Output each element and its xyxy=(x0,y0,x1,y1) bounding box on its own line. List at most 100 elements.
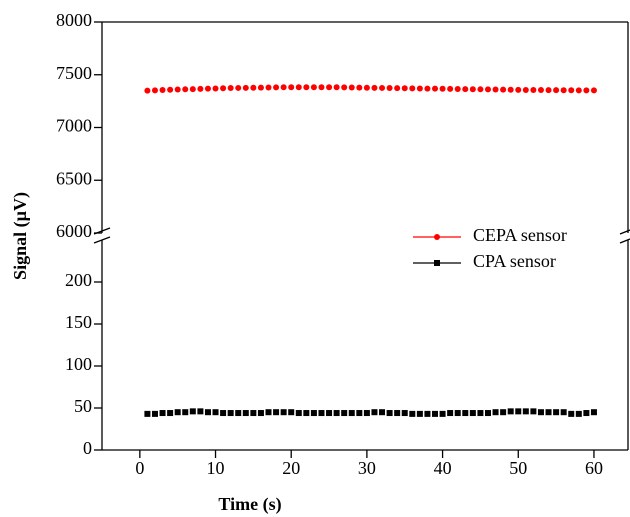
data-point xyxy=(333,410,340,417)
data-point xyxy=(250,84,257,91)
data-point xyxy=(371,409,378,416)
data-point xyxy=(242,410,249,417)
y-tick-label: 50 xyxy=(74,396,92,416)
data-point xyxy=(560,87,567,94)
data-point xyxy=(575,410,582,417)
y-tick-label: 6500 xyxy=(56,168,92,188)
x-tick-label: 10 xyxy=(207,458,225,478)
data-point xyxy=(204,409,211,416)
data-point xyxy=(204,85,211,92)
data-point xyxy=(568,87,575,94)
data-point xyxy=(522,86,529,93)
legend-label: CPA sensor xyxy=(473,251,556,271)
data-point xyxy=(454,85,461,92)
data-point xyxy=(447,85,454,92)
data-point xyxy=(409,410,416,417)
data-point xyxy=(500,409,507,416)
data-point xyxy=(303,410,310,417)
data-point xyxy=(424,85,431,92)
data-point xyxy=(477,86,484,93)
data-point xyxy=(310,410,317,417)
data-point xyxy=(575,87,582,94)
data-point xyxy=(530,87,537,94)
data-point xyxy=(553,409,560,416)
data-point xyxy=(484,86,491,93)
data-point xyxy=(182,86,189,93)
data-point xyxy=(568,410,575,417)
data-point xyxy=(310,84,317,91)
data-point xyxy=(257,84,264,91)
data-point xyxy=(318,84,325,91)
data-point xyxy=(401,410,408,417)
data-point xyxy=(318,410,325,417)
legend-marker xyxy=(434,260,440,266)
data-point xyxy=(462,410,469,417)
legend-marker xyxy=(434,234,440,240)
data-point xyxy=(515,408,522,415)
data-point xyxy=(537,87,544,94)
data-point xyxy=(326,84,333,91)
data-point xyxy=(553,87,560,94)
frame xyxy=(93,21,630,451)
data-point xyxy=(220,85,227,92)
data-point xyxy=(144,410,151,417)
data-point xyxy=(151,410,158,417)
data-point xyxy=(220,410,227,417)
y-tick-label: 7000 xyxy=(56,116,92,136)
x-tick-label: 60 xyxy=(585,458,603,478)
data-point xyxy=(439,410,446,417)
data-point xyxy=(363,410,370,417)
data-point xyxy=(545,409,552,416)
data-point xyxy=(515,86,522,93)
data-point xyxy=(379,84,386,91)
data-point xyxy=(537,409,544,416)
data-point xyxy=(159,87,166,94)
data-point xyxy=(386,410,393,417)
data-point xyxy=(379,409,386,416)
y-tick-label: 0 xyxy=(83,438,92,458)
data-point xyxy=(416,85,423,92)
x-axis-label: Time (s) xyxy=(218,494,281,515)
data-point xyxy=(167,410,174,417)
data-point xyxy=(189,86,196,93)
data-point xyxy=(235,84,242,91)
data-point xyxy=(257,410,264,417)
data-point xyxy=(469,86,476,93)
data-point xyxy=(416,410,423,417)
data-point xyxy=(477,410,484,417)
data-point xyxy=(492,86,499,93)
axis-break-right xyxy=(619,229,630,244)
data-point xyxy=(348,410,355,417)
y-axis-label: Signal (µV) xyxy=(10,192,31,280)
data-point xyxy=(492,409,499,416)
data-point xyxy=(356,84,363,91)
data-point xyxy=(522,408,529,415)
data-point xyxy=(167,86,174,93)
data-point xyxy=(174,409,181,416)
data-point xyxy=(530,408,537,415)
x-tick-label: 0 xyxy=(135,458,144,478)
data-point xyxy=(401,85,408,92)
data-point xyxy=(280,409,287,416)
data-point xyxy=(409,85,416,92)
data-point xyxy=(484,410,491,417)
data-point xyxy=(159,410,166,417)
data-point xyxy=(182,409,189,416)
x-tick-label: 50 xyxy=(509,458,527,478)
legend-label: CEPA sensor xyxy=(473,225,567,245)
data-point xyxy=(235,410,242,417)
data-point xyxy=(280,84,287,91)
data-point xyxy=(333,84,340,91)
data-point xyxy=(462,86,469,93)
data-point xyxy=(432,410,439,417)
y-tick-label: 8000 xyxy=(56,10,92,30)
data-point xyxy=(583,410,590,417)
data-point xyxy=(189,408,196,415)
data-point xyxy=(265,409,272,416)
y-tick-label: 150 xyxy=(65,312,92,332)
data-point xyxy=(363,84,370,91)
data-point xyxy=(227,410,234,417)
data-point xyxy=(447,410,454,417)
